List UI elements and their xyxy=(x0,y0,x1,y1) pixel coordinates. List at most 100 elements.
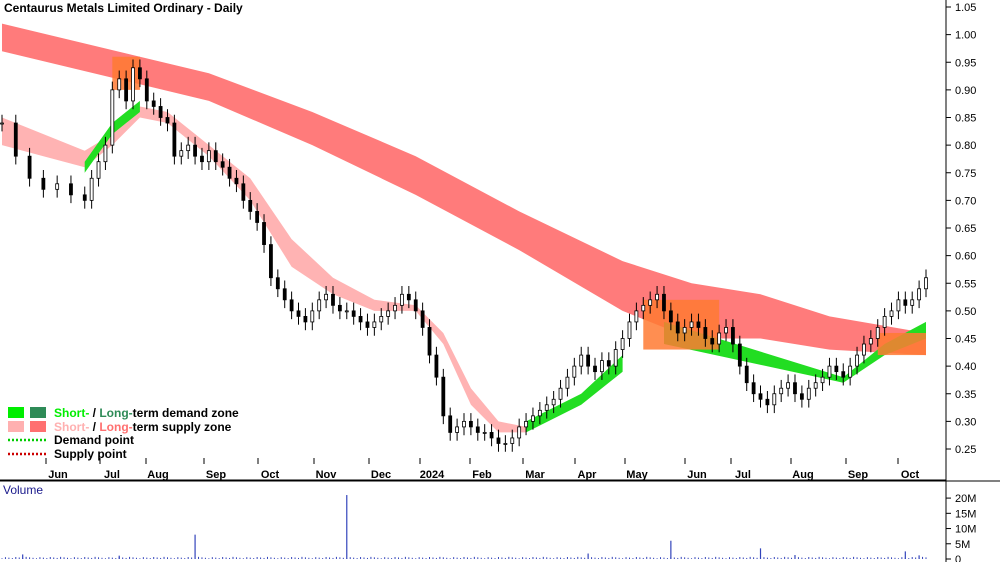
candle-body xyxy=(138,67,142,80)
candle-body xyxy=(482,432,487,434)
candle-body xyxy=(579,354,584,367)
y-tick-label: 0.40 xyxy=(955,361,976,373)
candle-body xyxy=(55,183,60,190)
candle-body xyxy=(365,321,370,328)
candle-body xyxy=(317,299,322,312)
candle-body xyxy=(172,122,177,157)
candle-body xyxy=(89,177,94,201)
vol-tick-label: 15M xyxy=(955,508,976,520)
candle-body xyxy=(124,78,129,102)
candle-body xyxy=(710,338,715,345)
candle-body xyxy=(799,393,804,400)
y-tick-label: 0.65 xyxy=(955,223,976,235)
candle-body xyxy=(400,293,404,306)
candle-body xyxy=(744,365,749,384)
candle-body xyxy=(269,244,273,279)
zone-overlap-1 xyxy=(643,299,720,350)
candle-body xyxy=(462,420,466,428)
candle-body xyxy=(882,315,887,328)
candle-body xyxy=(889,310,894,317)
candle-body xyxy=(206,150,211,163)
candle-body xyxy=(903,299,908,306)
x-tick-label: Oct xyxy=(261,469,280,481)
candle-body xyxy=(862,343,866,356)
candle-body xyxy=(151,100,156,107)
candle-body xyxy=(606,360,611,367)
candle-body xyxy=(110,89,115,146)
short-term-demand-band-2 xyxy=(664,321,926,383)
candle-body xyxy=(896,299,901,312)
candle-body xyxy=(517,426,522,439)
candle-body xyxy=(310,310,315,323)
zone-overlap-2 xyxy=(877,332,926,356)
candle-body xyxy=(544,404,549,411)
y-tick-label: 0.85 xyxy=(955,113,976,125)
candle-body xyxy=(496,437,501,444)
candle-body xyxy=(696,321,701,328)
candle-body xyxy=(627,321,632,339)
candle-body xyxy=(455,426,460,433)
legend-swatch-long xyxy=(30,421,46,432)
candle-body xyxy=(689,321,694,328)
candle-body xyxy=(420,310,425,328)
candle-body xyxy=(248,199,253,212)
candle-body xyxy=(620,338,625,350)
y-tick-label: 0.80 xyxy=(955,140,976,152)
price-candles xyxy=(0,59,928,452)
candle-body xyxy=(69,183,73,196)
candle-body xyxy=(27,155,32,179)
candle-body xyxy=(572,365,577,378)
candle-body xyxy=(593,365,597,373)
candle-body xyxy=(841,371,846,378)
candle-body xyxy=(144,78,149,102)
candle-body xyxy=(565,376,570,389)
x-tick-label: May xyxy=(626,469,648,481)
candle-body xyxy=(875,327,880,339)
legend-swatch-short xyxy=(8,421,24,432)
candle-body xyxy=(475,426,480,433)
vol-tick-label: 5M xyxy=(955,539,970,551)
candle-body xyxy=(331,293,335,306)
y-tick-label: 0.70 xyxy=(955,195,976,207)
legend-swatch-short xyxy=(8,407,24,418)
candle-body xyxy=(717,332,722,345)
x-tick-label: Mar xyxy=(525,469,545,481)
x-tick-label: Apr xyxy=(578,469,598,481)
candle-body xyxy=(724,327,728,334)
candle-body xyxy=(834,365,839,373)
candle-body xyxy=(448,415,453,433)
candle-body xyxy=(296,310,301,317)
short-term-demand-band-0 xyxy=(84,100,140,173)
candle-body xyxy=(379,315,384,323)
candle-body xyxy=(468,420,473,428)
x-tick-label: Sep xyxy=(206,469,226,481)
candle-body xyxy=(372,321,377,328)
x-tick-label: Nov xyxy=(316,469,338,481)
candle-body xyxy=(758,393,763,400)
y-tick-label: 0.90 xyxy=(955,85,976,97)
zones-layer xyxy=(2,23,926,433)
long-term-supply-band xyxy=(2,23,926,356)
candle-body xyxy=(406,293,411,301)
x-tick-label: Feb xyxy=(472,469,492,481)
candle-body xyxy=(434,354,439,378)
candle-body xyxy=(358,315,363,323)
candle-body xyxy=(427,327,432,356)
candle-body xyxy=(289,299,294,312)
candle-body xyxy=(13,122,18,157)
candle-body xyxy=(682,327,687,334)
candle-body xyxy=(186,144,191,152)
candle-body xyxy=(793,382,797,395)
x-tick-label: Aug xyxy=(792,469,813,481)
candle-body xyxy=(220,161,225,168)
candle-body xyxy=(241,183,246,201)
legend-label: Short- / Long-term supply zone xyxy=(54,420,232,434)
x-tick-label: 2024 xyxy=(420,469,445,481)
candle-body xyxy=(772,393,777,406)
candle-body xyxy=(641,304,646,312)
candle-body xyxy=(703,327,708,339)
vol-tick-label: 10M xyxy=(955,524,976,536)
candle-body xyxy=(255,211,260,223)
